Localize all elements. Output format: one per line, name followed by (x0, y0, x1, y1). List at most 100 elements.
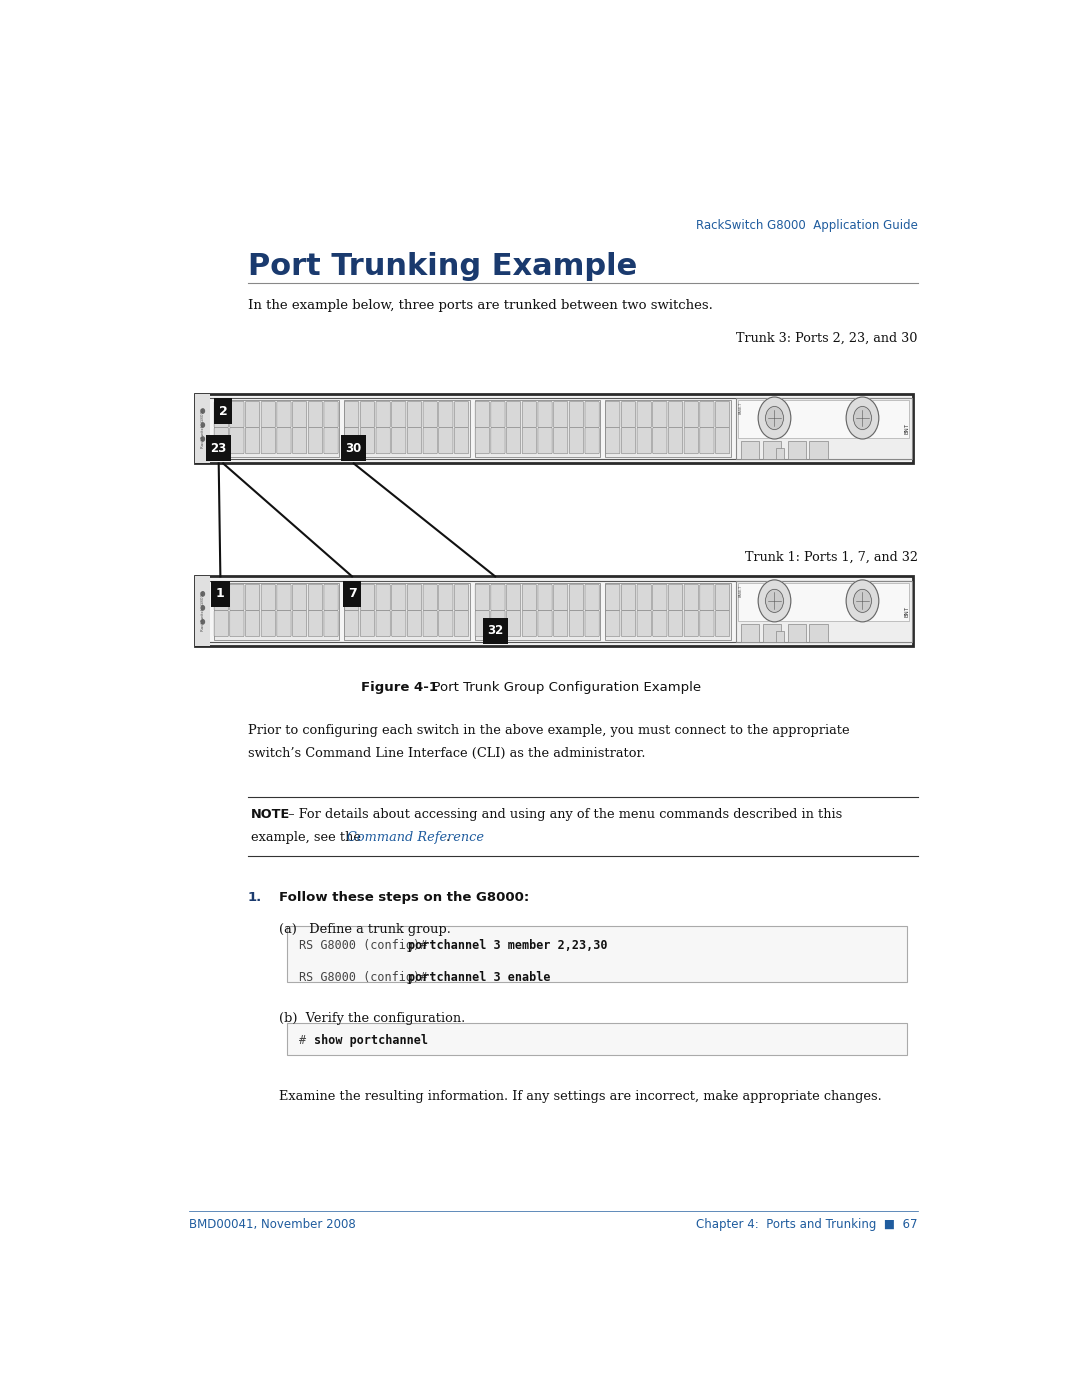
FancyBboxPatch shape (684, 427, 699, 454)
FancyBboxPatch shape (214, 584, 228, 610)
Text: .: . (446, 831, 449, 844)
FancyBboxPatch shape (276, 584, 292, 610)
FancyBboxPatch shape (637, 584, 651, 610)
Text: BASE-T: BASE-T (739, 585, 742, 597)
FancyBboxPatch shape (214, 400, 339, 457)
FancyBboxPatch shape (407, 427, 421, 454)
FancyBboxPatch shape (293, 401, 307, 427)
FancyBboxPatch shape (523, 401, 537, 427)
FancyBboxPatch shape (538, 584, 552, 610)
FancyBboxPatch shape (342, 581, 361, 606)
FancyBboxPatch shape (438, 584, 453, 610)
FancyBboxPatch shape (324, 584, 338, 610)
Text: Examine the resulting information. If any settings are incorrect, make appropria: Examine the resulting information. If an… (279, 1090, 881, 1102)
FancyBboxPatch shape (245, 610, 259, 637)
FancyBboxPatch shape (652, 401, 667, 427)
FancyBboxPatch shape (392, 401, 406, 427)
Text: RackSwitch G8000  Application Guide: RackSwitch G8000 Application Guide (696, 219, 918, 232)
Text: 7: 7 (348, 587, 356, 601)
FancyBboxPatch shape (621, 427, 636, 454)
FancyBboxPatch shape (199, 581, 910, 643)
Text: #: # (299, 1034, 313, 1046)
FancyBboxPatch shape (345, 400, 470, 457)
FancyBboxPatch shape (569, 427, 583, 454)
FancyBboxPatch shape (700, 401, 714, 427)
FancyBboxPatch shape (438, 401, 453, 427)
FancyBboxPatch shape (324, 610, 338, 637)
FancyBboxPatch shape (345, 583, 470, 640)
FancyBboxPatch shape (423, 584, 437, 610)
FancyBboxPatch shape (214, 401, 228, 427)
Circle shape (201, 606, 204, 610)
FancyBboxPatch shape (324, 401, 338, 427)
FancyBboxPatch shape (637, 401, 651, 427)
FancyBboxPatch shape (345, 584, 359, 610)
FancyBboxPatch shape (585, 610, 599, 637)
FancyBboxPatch shape (741, 441, 759, 460)
FancyBboxPatch shape (700, 584, 714, 610)
FancyBboxPatch shape (490, 427, 505, 454)
Circle shape (853, 407, 872, 429)
FancyBboxPatch shape (621, 610, 636, 637)
FancyBboxPatch shape (507, 584, 521, 610)
FancyBboxPatch shape (230, 401, 244, 427)
FancyBboxPatch shape (214, 427, 228, 454)
Text: Prior to configuring each switch in the above example, you must connect to the a: Prior to configuring each switch in the … (248, 724, 850, 736)
FancyBboxPatch shape (538, 401, 552, 427)
FancyBboxPatch shape (261, 427, 275, 454)
FancyBboxPatch shape (345, 610, 359, 637)
Text: 1.: 1. (248, 890, 262, 904)
Text: Port Trunking Example: Port Trunking Example (248, 251, 637, 281)
FancyBboxPatch shape (324, 427, 338, 454)
FancyBboxPatch shape (308, 584, 323, 610)
Circle shape (766, 407, 783, 429)
FancyBboxPatch shape (621, 401, 636, 427)
FancyBboxPatch shape (762, 623, 781, 643)
FancyBboxPatch shape (392, 584, 406, 610)
FancyBboxPatch shape (341, 434, 366, 461)
FancyBboxPatch shape (276, 610, 292, 637)
FancyBboxPatch shape (475, 584, 489, 610)
Circle shape (201, 592, 204, 597)
Text: RS G8000 (config)#: RS G8000 (config)# (299, 971, 434, 983)
FancyBboxPatch shape (287, 1023, 907, 1055)
FancyBboxPatch shape (308, 610, 323, 637)
FancyBboxPatch shape (569, 584, 583, 610)
FancyBboxPatch shape (361, 427, 375, 454)
FancyBboxPatch shape (361, 610, 375, 637)
FancyBboxPatch shape (345, 401, 359, 427)
FancyBboxPatch shape (230, 584, 244, 610)
FancyBboxPatch shape (293, 610, 307, 637)
FancyBboxPatch shape (739, 583, 909, 620)
FancyBboxPatch shape (261, 584, 275, 610)
Text: Port Trunk Group Configuration Example: Port Trunk Group Configuration Example (423, 680, 701, 694)
FancyBboxPatch shape (261, 401, 275, 427)
FancyBboxPatch shape (490, 401, 505, 427)
FancyBboxPatch shape (606, 401, 620, 427)
FancyBboxPatch shape (715, 427, 730, 454)
Text: 32: 32 (487, 624, 503, 637)
FancyBboxPatch shape (345, 427, 359, 454)
Text: (a)   Define a trunk group.: (a) Define a trunk group. (279, 923, 450, 936)
FancyBboxPatch shape (507, 610, 521, 637)
FancyBboxPatch shape (700, 427, 714, 454)
FancyBboxPatch shape (775, 448, 784, 460)
FancyBboxPatch shape (195, 394, 914, 464)
FancyBboxPatch shape (230, 610, 244, 637)
FancyBboxPatch shape (700, 610, 714, 637)
FancyBboxPatch shape (308, 427, 323, 454)
FancyBboxPatch shape (455, 401, 469, 427)
FancyBboxPatch shape (538, 610, 552, 637)
FancyBboxPatch shape (606, 610, 620, 637)
FancyBboxPatch shape (775, 631, 784, 643)
Text: Command Reference: Command Reference (347, 831, 484, 844)
FancyBboxPatch shape (605, 400, 731, 457)
FancyBboxPatch shape (376, 401, 390, 427)
FancyBboxPatch shape (585, 584, 599, 610)
FancyBboxPatch shape (585, 401, 599, 427)
FancyBboxPatch shape (361, 584, 375, 610)
FancyBboxPatch shape (669, 584, 683, 610)
FancyBboxPatch shape (669, 401, 683, 427)
FancyBboxPatch shape (438, 427, 453, 454)
FancyBboxPatch shape (606, 584, 620, 610)
